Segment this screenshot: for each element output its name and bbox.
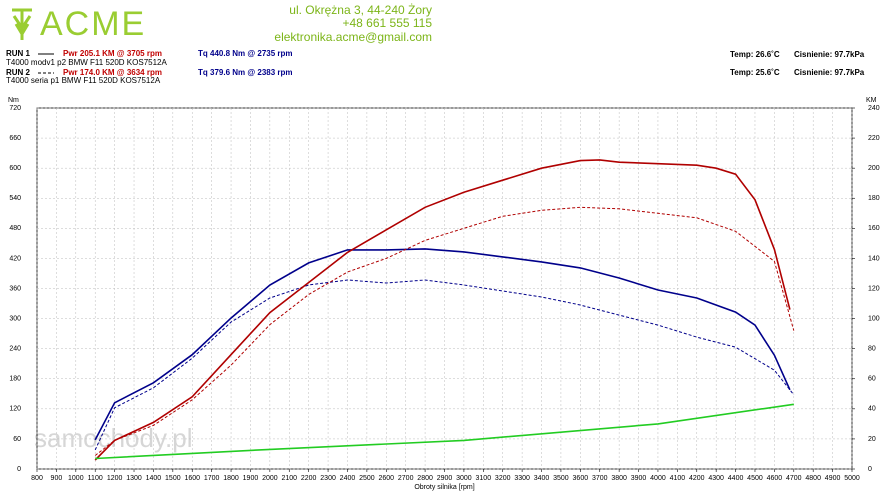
y-tick-label: 660 xyxy=(9,135,21,142)
y-tick-label: 720 xyxy=(9,105,21,112)
x-tick-label: 3900 xyxy=(631,475,647,482)
y-tick-label: 0 xyxy=(17,466,21,473)
y2-tick-label: 220 xyxy=(868,135,880,142)
y-tick-label: 180 xyxy=(9,376,21,383)
series-line xyxy=(95,403,794,460)
x-tick-label: 2900 xyxy=(437,475,453,482)
y-tick-label: 240 xyxy=(9,346,21,353)
x-tick-label: 1900 xyxy=(243,475,259,482)
address: ul. Okrężna 3, 44-240 Żory xyxy=(289,3,432,17)
plot-area: 800 900 1000 1100 1200 1300 1400 1500 1600 1700 18… xyxy=(8,97,880,491)
x-tick-label: 1200 xyxy=(107,475,123,482)
x-tick-label: 3600 xyxy=(573,475,589,482)
x-tick-label: 2700 xyxy=(398,475,414,482)
y-tick-label: 360 xyxy=(9,285,21,292)
run-power: Pwr 205.1 KM @ 3705 rpm xyxy=(63,49,162,58)
x-tick-label: 2200 xyxy=(301,475,317,482)
x-tick-label: 2400 xyxy=(340,475,356,482)
run-desc: T4000 modv1 p2 BMW F11 520D KOS7512A xyxy=(6,58,167,67)
y2-tick-label: 40 xyxy=(868,406,876,413)
x-tick-label: 1800 xyxy=(223,475,239,482)
run-label: RUN 2 xyxy=(6,68,31,77)
y2-tick-label: 20 xyxy=(868,436,876,443)
x-tick-label: 2100 xyxy=(281,475,297,482)
logo-icon xyxy=(12,8,32,40)
x-tick-label: 4100 xyxy=(670,475,686,482)
x-tick-label: 1500 xyxy=(165,475,181,482)
x-tick-label: 4300 xyxy=(708,475,724,482)
y2-tick-label: 100 xyxy=(868,315,880,322)
run-power: Pwr 174.0 KM @ 3634 rpm xyxy=(63,68,162,77)
y2-tick-label: 240 xyxy=(868,105,880,112)
y2-tick-label: 160 xyxy=(868,225,880,232)
y2-tick-label: 200 xyxy=(868,165,880,172)
series-line xyxy=(94,206,795,456)
x-tick-label: 3500 xyxy=(553,475,569,482)
x-tick-label: 5000 xyxy=(844,475,860,482)
x-tick-label: 3800 xyxy=(611,475,627,482)
x-tick-label: 2000 xyxy=(262,475,278,482)
y2-tick-label: 60 xyxy=(868,376,876,383)
x-tick-label: 2800 xyxy=(417,475,433,482)
x-tick-label: 800 xyxy=(31,475,43,482)
x-tick-label: 4700 xyxy=(786,475,802,482)
y-tick-label: 600 xyxy=(9,165,21,172)
x-tick-label: 1400 xyxy=(146,475,162,482)
x-tick-label: 2600 xyxy=(378,475,394,482)
y-tick-label: 540 xyxy=(9,195,21,202)
run-pressure: Cisnienie: 97.7kPa xyxy=(794,50,865,59)
x-tick-label: 4500 xyxy=(747,475,763,482)
run-pressure: Cisnienie: 97.7kPa xyxy=(794,68,865,77)
email: elektronika.acme@gmail.com xyxy=(274,30,432,44)
y-tick-label: 120 xyxy=(9,406,21,413)
y2-tick-label: 0 xyxy=(868,466,872,473)
x-tick-label: 3400 xyxy=(534,475,550,482)
y-tick-label: 420 xyxy=(9,255,21,262)
x-tick-label: 4000 xyxy=(650,475,666,482)
x-tick-label: 4800 xyxy=(805,475,821,482)
x-tick-label: 2500 xyxy=(359,475,375,482)
x-tick-label: 1300 xyxy=(126,475,142,482)
series-line xyxy=(94,248,791,441)
run-torque: Tq 379.6 Nm @ 2383 rpm xyxy=(198,68,293,77)
run-label: RUN 1 xyxy=(6,49,31,58)
series-line xyxy=(94,279,795,451)
logo-text: ACME xyxy=(40,5,146,43)
x-tick-label: 900 xyxy=(51,475,63,482)
x-tick-label: 4900 xyxy=(825,475,841,482)
y2-tick-label: 120 xyxy=(868,285,880,292)
y2-tick-label: 180 xyxy=(868,195,880,202)
logo: ACME xyxy=(12,5,146,43)
y2-axis-label: KM xyxy=(866,97,877,104)
x-tick-label: 3200 xyxy=(495,475,511,482)
x-axis-label: Obroty silnika [rpm] xyxy=(414,484,474,491)
x-tick-label: 3300 xyxy=(514,475,530,482)
y-tick-label: 60 xyxy=(13,436,21,443)
run-torque: Tq 440.8 Nm @ 2735 rpm xyxy=(198,49,293,58)
x-tick-label: 4200 xyxy=(689,475,705,482)
y-tick-label: 480 xyxy=(9,225,21,232)
x-tick-label: 1100 xyxy=(88,475,103,482)
y2-tick-label: 140 xyxy=(868,255,880,262)
x-tick-label: 1600 xyxy=(184,475,200,482)
watermark: samochody.pl xyxy=(34,423,193,453)
x-tick-label: 1700 xyxy=(204,475,220,482)
x-tick-label: 3700 xyxy=(592,475,608,482)
x-tick-label: 2300 xyxy=(320,475,336,482)
run-temp: Temp: 25.6˚C xyxy=(730,68,780,77)
run-desc: T4000 seria p1 BMW F11 520D KOS7512A xyxy=(6,76,161,85)
x-tick-label: 4600 xyxy=(767,475,783,482)
run-temp: Temp: 26.6˚C xyxy=(730,50,780,59)
y2-tick-label: 80 xyxy=(868,346,876,353)
y-tick-label: 300 xyxy=(9,315,21,322)
x-tick-label: 3000 xyxy=(456,475,472,482)
x-tick-label: 1000 xyxy=(68,475,84,482)
x-tick-label: 4400 xyxy=(728,475,744,482)
x-tick-label: 3100 xyxy=(476,475,492,482)
series-line xyxy=(94,159,791,461)
y-axis-label: Nm xyxy=(8,97,19,104)
phone: +48 661 555 115 xyxy=(342,16,432,30)
